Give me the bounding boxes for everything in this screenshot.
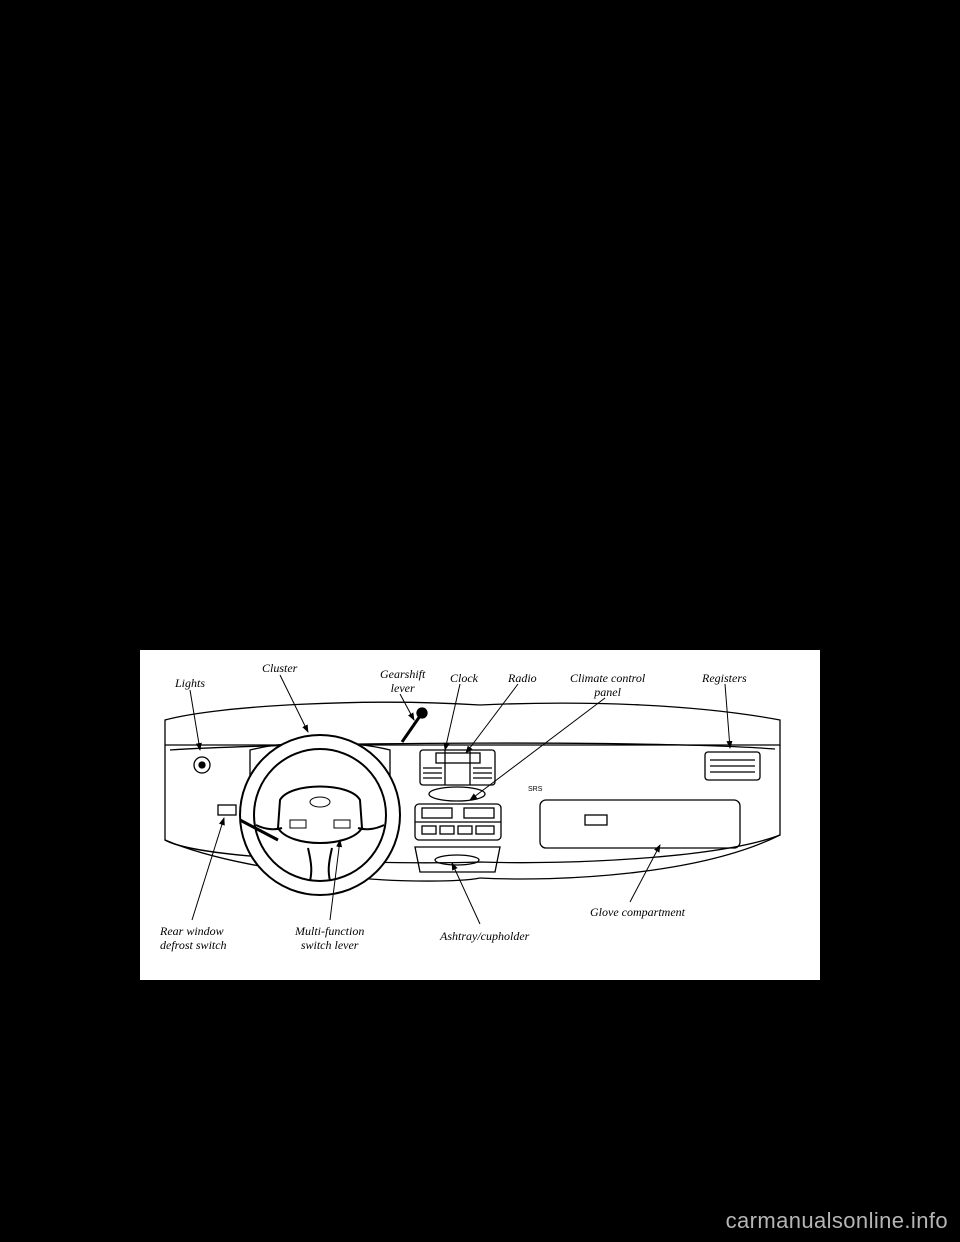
- label-cluster: Cluster: [262, 662, 297, 676]
- label-gearshift: Gearshift lever: [380, 668, 425, 696]
- label-multi-fn: Multi-function switch lever: [295, 925, 364, 953]
- srs-text: SRS: [528, 786, 542, 793]
- label-rear-defrost: Rear window defrost switch: [160, 925, 227, 953]
- dashboard-diagram: Lights Cluster Gearshift lever Clock Rad…: [140, 650, 820, 980]
- label-climate: Climate control panel: [570, 672, 645, 700]
- label-lights: Lights: [175, 677, 205, 691]
- label-glove: Glove compartment: [590, 906, 685, 920]
- page: Lights Cluster Gearshift lever Clock Rad…: [0, 0, 960, 1242]
- label-ashtray: Ashtray/cupholder: [440, 930, 529, 944]
- watermark-text: carmanualsonline.info: [726, 1208, 948, 1234]
- label-registers: Registers: [702, 672, 747, 686]
- label-radio: Radio: [508, 672, 537, 686]
- label-clock: Clock: [450, 672, 478, 686]
